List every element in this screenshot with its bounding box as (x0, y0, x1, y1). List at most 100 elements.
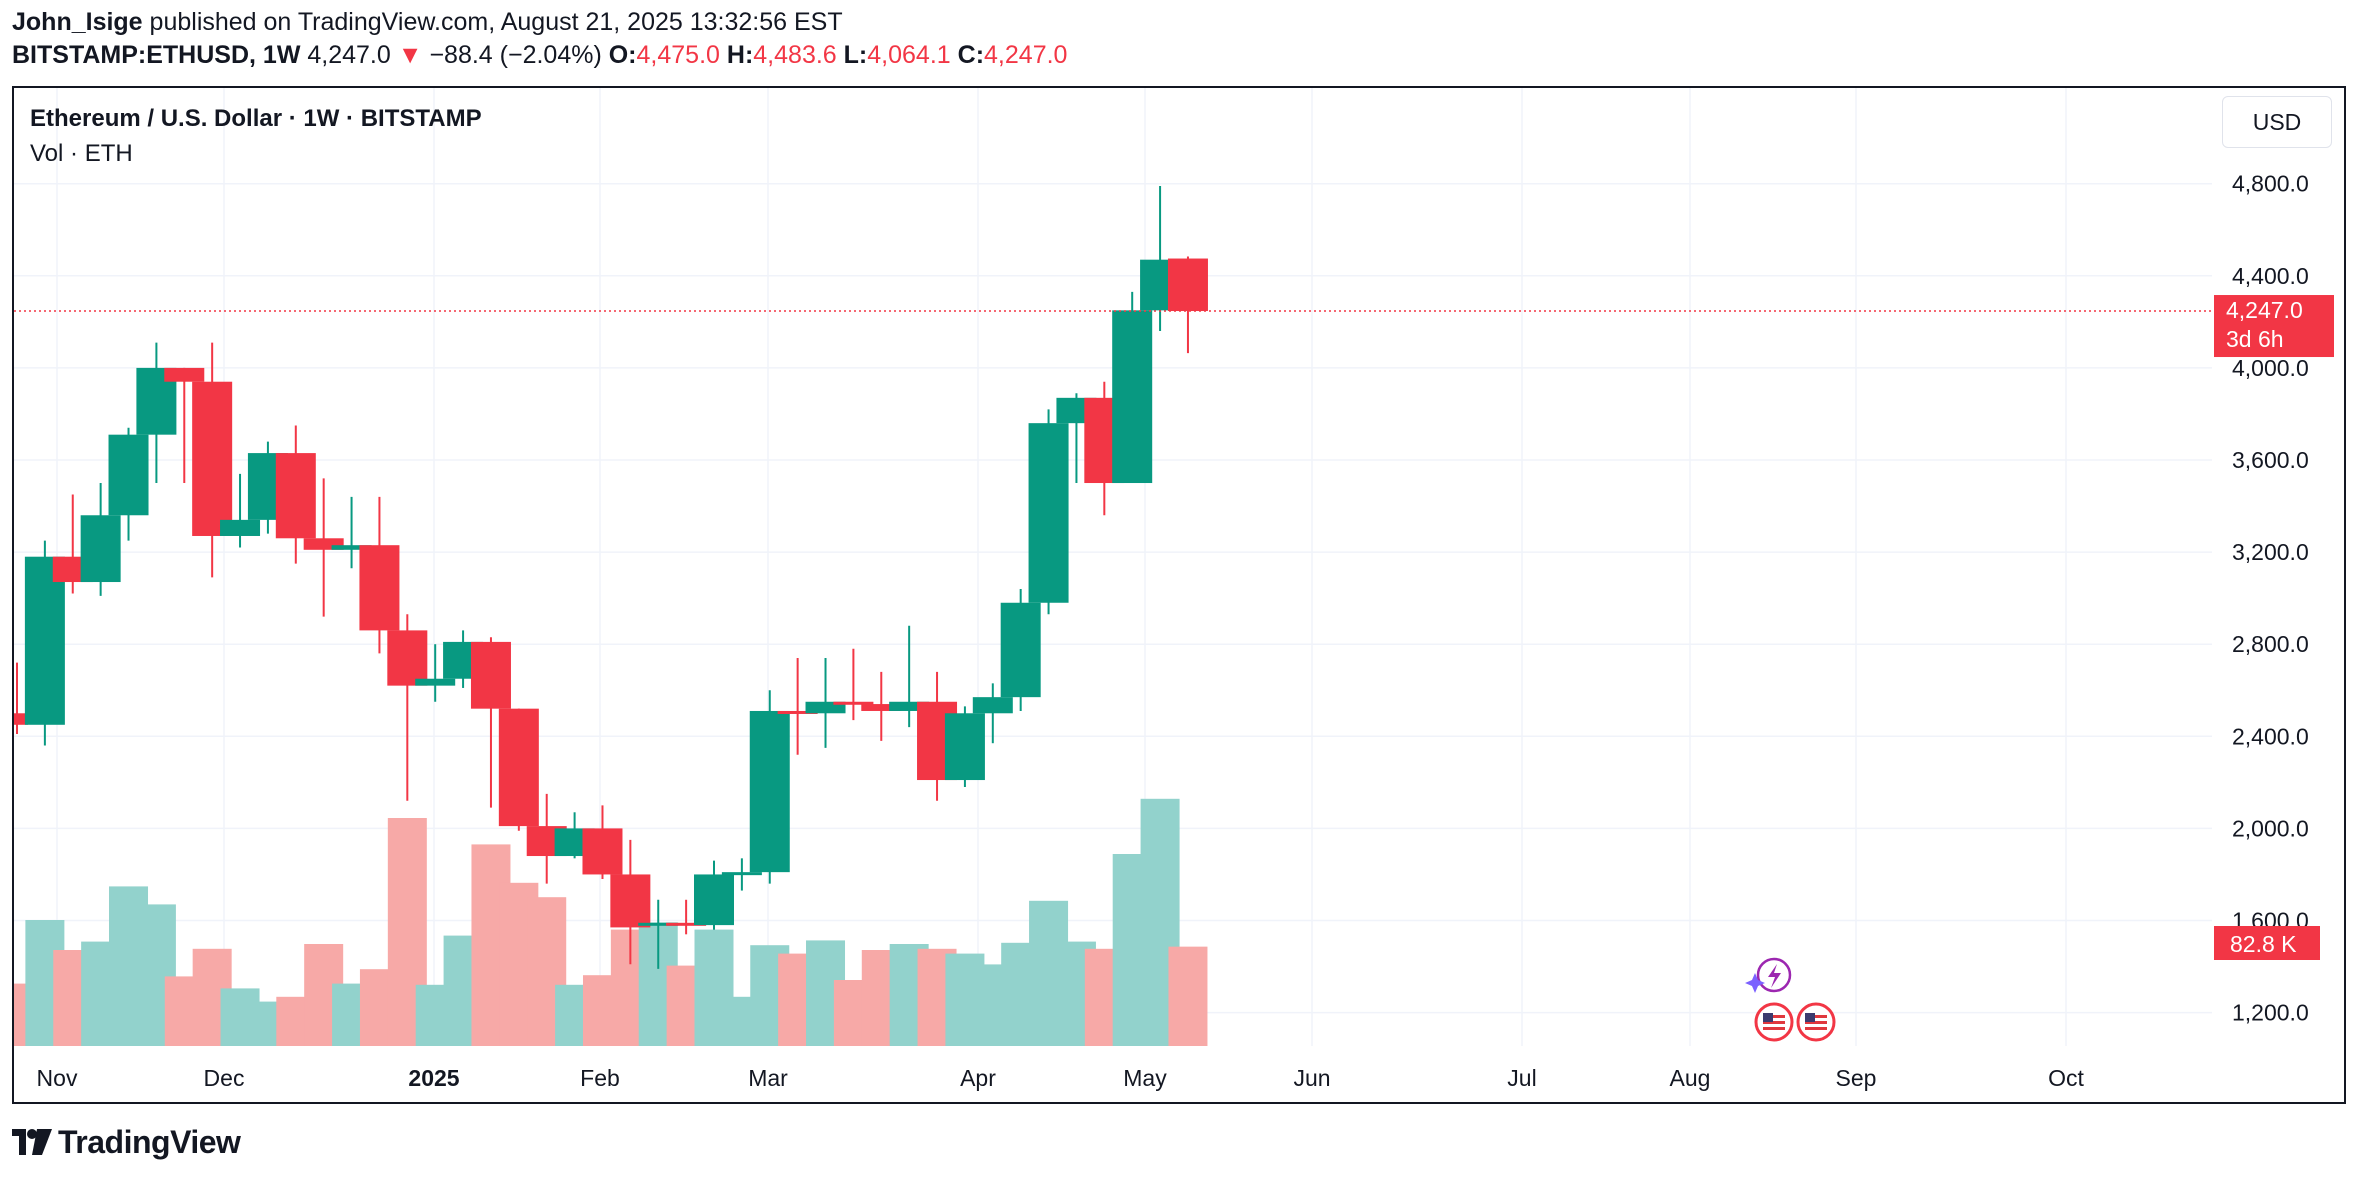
flag-canton (1805, 1013, 1815, 1022)
candle-body (303, 538, 344, 550)
candle-body (108, 434, 149, 516)
us-flag-icon (1754, 1002, 1794, 1042)
flag-stripe (1805, 1015, 1827, 1018)
candle-body (582, 828, 623, 875)
candle-body (192, 381, 233, 536)
candle-body (944, 713, 985, 781)
y-tick-label: 4,800.0 (2232, 171, 2309, 197)
candle (861, 671, 902, 741)
candle (694, 860, 734, 930)
candle-body (749, 710, 790, 873)
candle-body (24, 556, 65, 725)
tradingview-logo: TradingView (12, 1124, 241, 1160)
candle (944, 706, 985, 787)
low-value: 4,064.1 (867, 41, 951, 69)
candle-body (1112, 310, 1153, 484)
y-tick-label: 4,400.0 (2232, 263, 2309, 289)
candle (108, 427, 149, 541)
y-tick-label: 2,400.0 (2232, 723, 2309, 749)
x-tick-label: Feb (580, 1065, 620, 1091)
x-tick-label: Apr (960, 1065, 996, 1091)
candle-body (415, 678, 456, 686)
candle-body (777, 710, 818, 714)
volume-bars (14, 798, 1208, 1046)
candle (666, 899, 707, 935)
open-label: O: (608, 41, 637, 69)
flag-canton (1763, 1013, 1773, 1022)
price-tag-value: 4,247.0 (2226, 297, 2303, 323)
candle (972, 683, 1013, 744)
currency-button[interactable]: USD (2222, 96, 2332, 148)
candle-body (470, 641, 511, 709)
flag-stripe (1763, 1015, 1785, 1018)
close-label: C: (957, 41, 985, 69)
price-tag-countdown: 3d 6h (2226, 326, 2284, 352)
candle-body (805, 701, 846, 714)
candle (24, 540, 65, 746)
candle-body (498, 708, 539, 827)
us-flag-icon (1796, 1002, 1836, 1042)
candle (833, 648, 874, 721)
x-axis: Nov Dec 2025 Feb Mar Apr May Jun Jul Aug Sep Oct (37, 1065, 2085, 1091)
candle (889, 625, 930, 728)
candle-body (1000, 602, 1041, 698)
x-tick-label: May (1123, 1065, 1167, 1091)
y-tick-label: 3,600.0 (2232, 447, 2309, 473)
candle-body (275, 453, 316, 539)
published-text: published on TradingView.com, August 21,… (149, 8, 843, 36)
candle-body (331, 545, 372, 550)
flag-stripe (1763, 1027, 1785, 1030)
x-tick-label: Jun (1293, 1065, 1330, 1091)
candle (164, 367, 205, 484)
volume-tag-bg (2214, 926, 2320, 960)
candle-body (861, 704, 902, 711)
tradingview-logo-icon (12, 1129, 52, 1155)
flag-stripe (1805, 1027, 1827, 1030)
candle (1167, 256, 1208, 354)
close-value: 4,247.0 (984, 41, 1068, 69)
candle (1028, 409, 1069, 615)
candle-body (164, 367, 205, 382)
candle-body (80, 515, 121, 583)
flag-stripe (1763, 1021, 1785, 1024)
candle (303, 478, 344, 617)
candle (749, 690, 790, 884)
candle-body (359, 545, 400, 631)
volume-bar (1168, 946, 1208, 1046)
symbol-summary: BITSTAMP:ETHUSD, 1W 4,247.0 ▼ −88.4 (−2.… (12, 41, 1067, 70)
candle-body (610, 874, 651, 928)
candle (638, 899, 679, 969)
x-tick-label: Sep (1836, 1065, 1877, 1091)
price-tag-bg (2214, 295, 2334, 358)
candle-body (220, 519, 261, 536)
candle (387, 614, 428, 801)
y-tick-label: 1,200.0 (2232, 1000, 2309, 1026)
chart-legend-title: Ethereum / U.S. Dollar · 1W · BITSTAMP (30, 105, 482, 132)
flag-stripe (1805, 1021, 1827, 1024)
candle (331, 496, 372, 569)
candle-body (721, 872, 762, 876)
candle (1112, 291, 1153, 484)
volume-tag: 82.8 K (2214, 926, 2320, 960)
last-price: 4,247.0 (307, 41, 391, 69)
candle (805, 658, 846, 748)
x-tick-label: Dec (204, 1065, 245, 1091)
volume-tag-value: 82.8 K (2230, 931, 2297, 957)
event-markers (1745, 957, 1836, 1042)
candle-body (1167, 258, 1208, 312)
candle-body (694, 874, 734, 926)
y-tick-label: 4,000.0 (2232, 355, 2309, 381)
candle (14, 662, 28, 734)
candle-body (1028, 423, 1069, 603)
x-tick-label: Aug (1670, 1065, 1711, 1091)
candle (275, 425, 316, 564)
candle-body (889, 701, 930, 711)
candle (80, 483, 121, 596)
x-tick-label: Jul (1507, 1065, 1536, 1091)
x-tick-label: 2025 (408, 1065, 459, 1091)
x-tick-label: Mar (748, 1065, 788, 1091)
candle (582, 805, 623, 880)
candle-body (972, 697, 1013, 714)
author-name: John_Isige (12, 8, 143, 36)
